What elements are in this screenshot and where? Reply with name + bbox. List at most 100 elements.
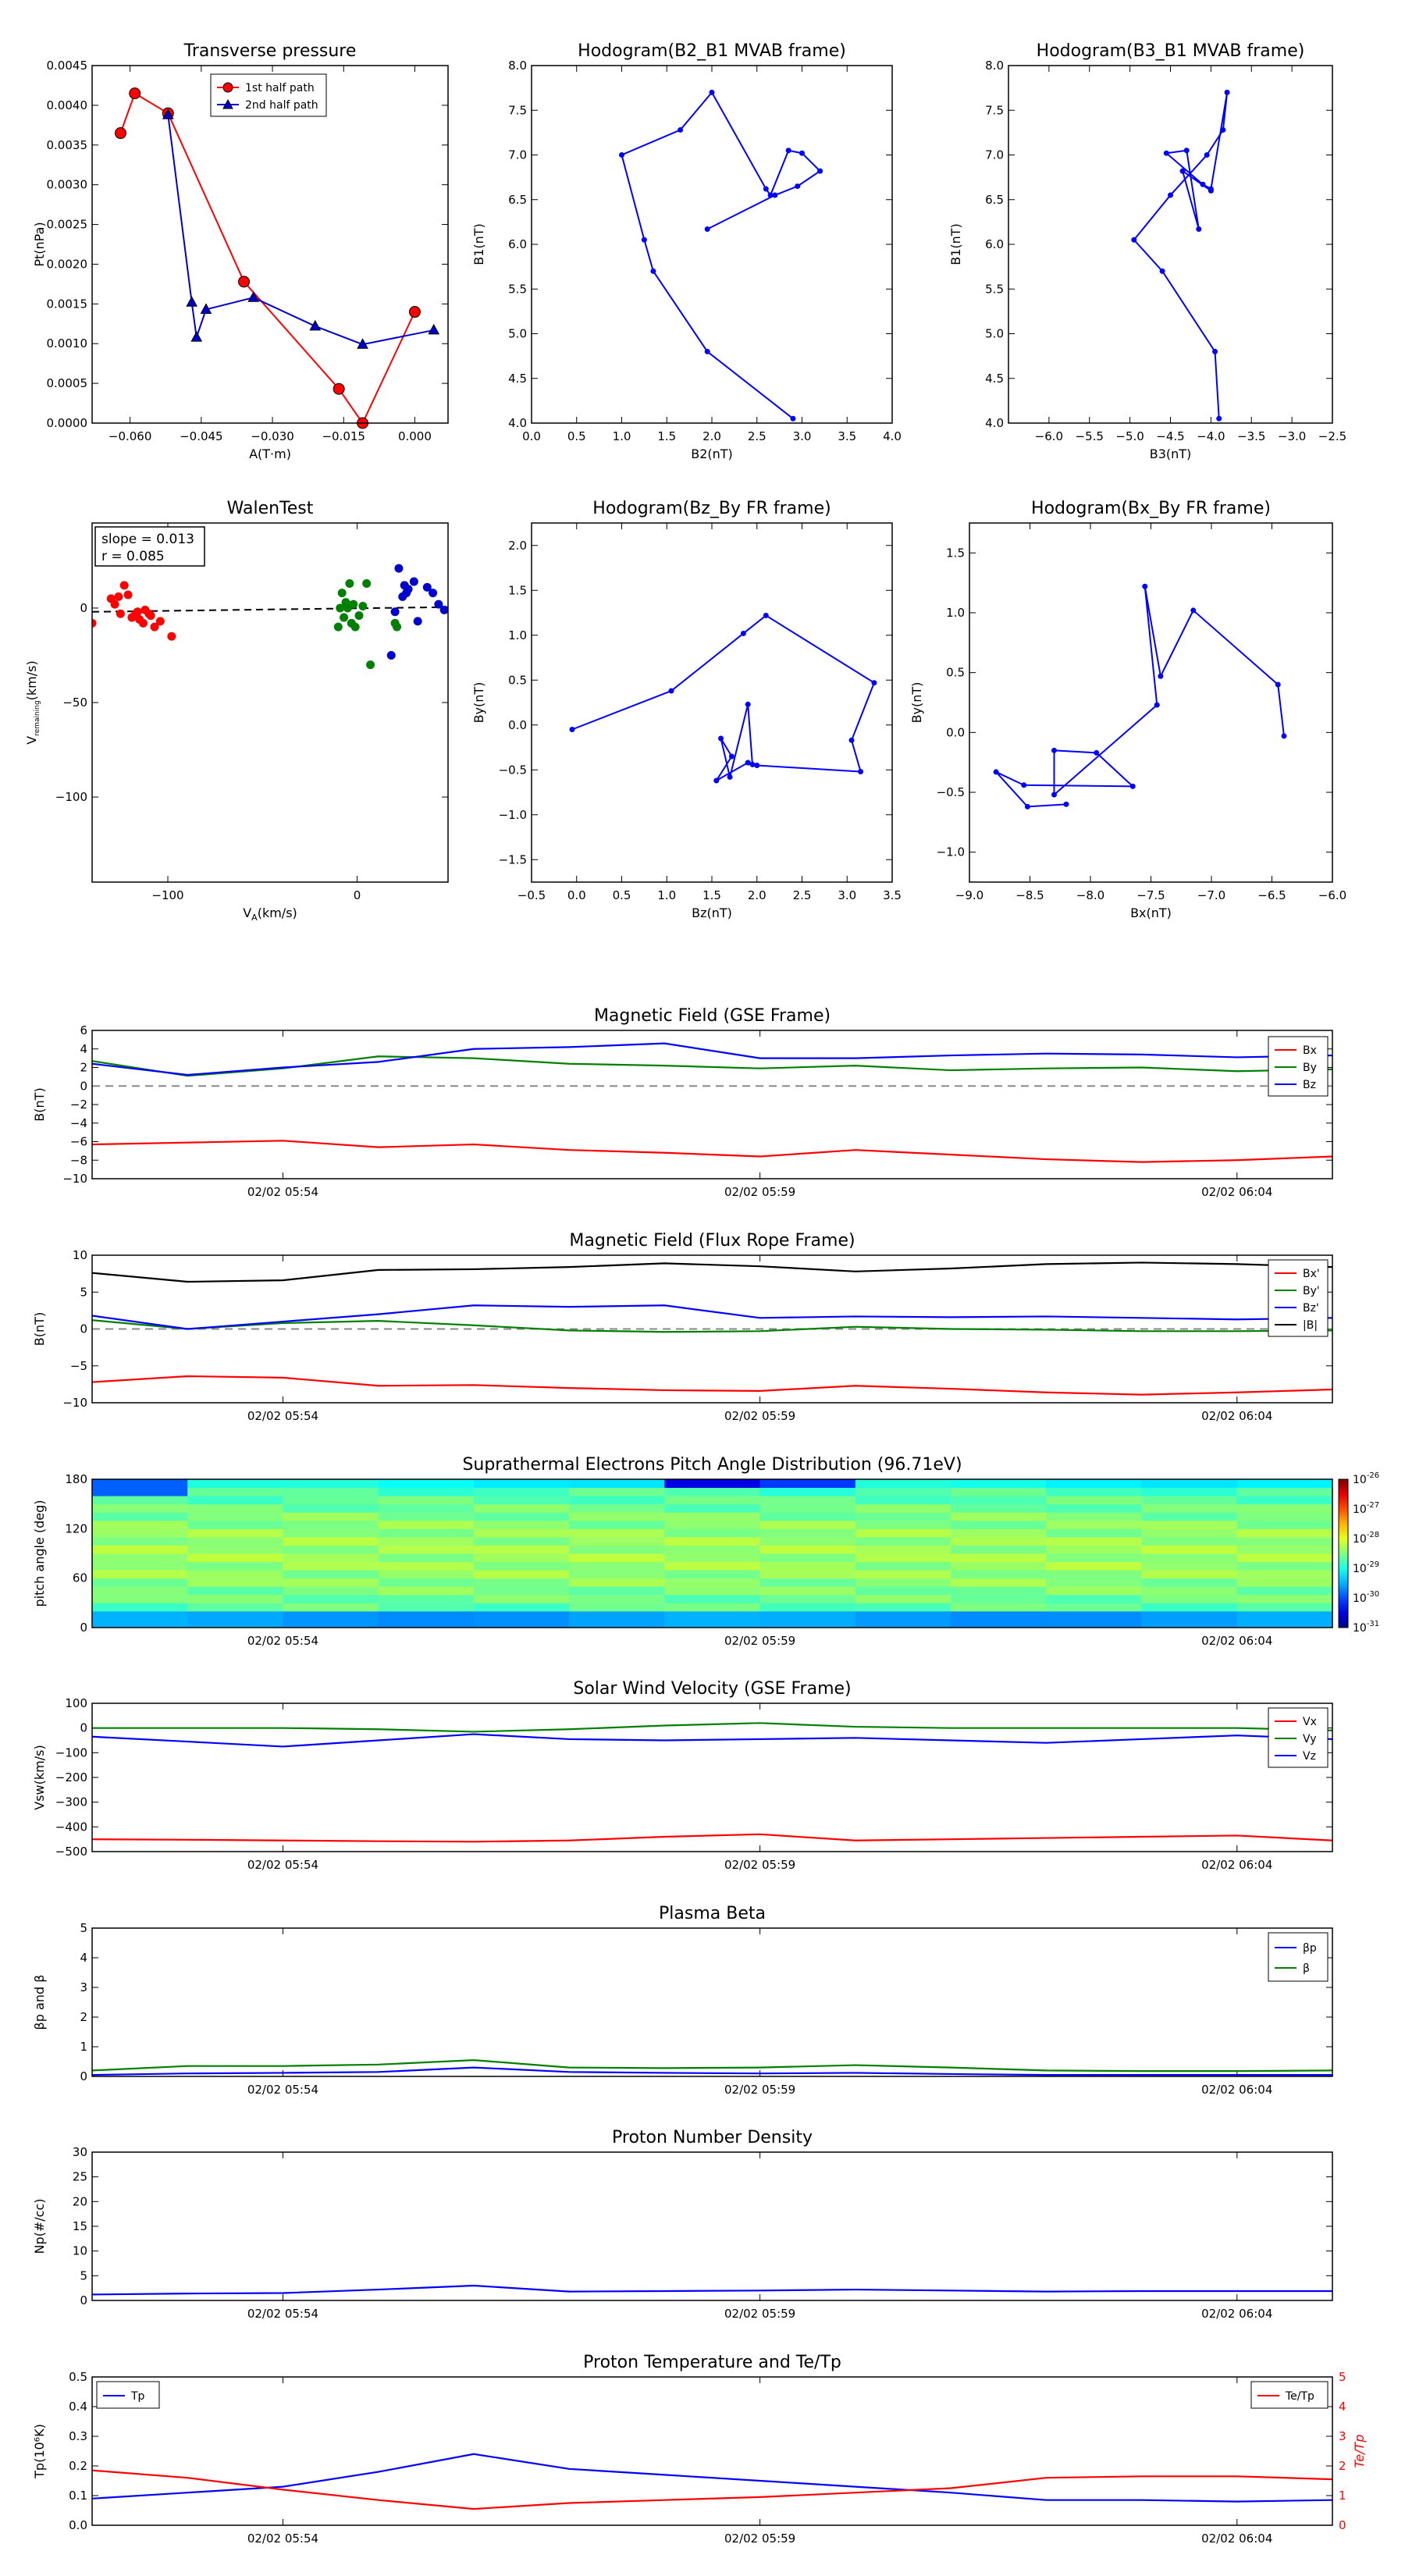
y-tick-label: 2 (80, 1061, 87, 1075)
tp-point (186, 296, 198, 307)
h2-chart: Hodogram(B3_B1 MVAB frame) −6.0 −5.5 −5.0 −4… (948, 41, 1346, 461)
pad-cell (664, 1496, 761, 1505)
pad-cell (92, 1536, 188, 1546)
walen-point (110, 600, 119, 609)
pad-cell (759, 1561, 856, 1571)
legend-label: Bx' (1303, 1268, 1320, 1280)
vsw-series-vz (92, 1733, 1332, 1748)
walen-point (345, 578, 354, 588)
temp-series-te-tp (92, 2469, 1332, 2510)
x-tick-label: −7.0 (1197, 888, 1225, 902)
h2-point (1220, 126, 1226, 133)
h4-point (1063, 801, 1069, 807)
plot-frame (91, 65, 449, 424)
h2-point (1212, 348, 1218, 354)
y-tick-label: 10 (73, 2244, 87, 2258)
pad-cell (951, 1578, 1047, 1587)
x-tick-label: −0.5 (518, 888, 546, 902)
y-tick-label: 0.4 (69, 2400, 87, 2414)
y-tick-label: −2 (70, 1098, 87, 1112)
pad-cell (569, 1586, 665, 1596)
pad-cell (92, 1561, 188, 1571)
pad-cell (569, 1536, 665, 1546)
np-title: Proton Number Density (612, 2128, 813, 2147)
y-tick-label: 0.2 (69, 2459, 87, 2473)
pad-cell (759, 1545, 856, 1554)
y-tick-label: −1.5 (499, 852, 527, 866)
h1-point (678, 126, 684, 133)
pad-cell (855, 1536, 951, 1546)
pad-cell (1046, 1603, 1143, 1612)
x-tick-label: 02/02 06:04 (1201, 1858, 1272, 1872)
pad-cell (664, 1578, 761, 1587)
y-tick-label: −100 (55, 790, 87, 804)
h2-point (1224, 89, 1230, 95)
pad-cell (1046, 1570, 1143, 1579)
y-tick-label: 6 (80, 1023, 87, 1037)
h3-series-series-0 (571, 614, 876, 781)
y-tick-label: 0.0015 (47, 297, 88, 311)
mffr-series-bx- (92, 1375, 1332, 1396)
pad-cell (1236, 1578, 1332, 1587)
y-tick-label: 1.5 (508, 583, 527, 597)
tp-point (408, 306, 421, 318)
h3-point (754, 763, 760, 768)
x-tick-label: 2.5 (748, 429, 767, 443)
tp-point (238, 276, 251, 288)
beta-title: Plasma Beta (659, 1904, 766, 1923)
x-tick-label: 3.0 (838, 888, 856, 902)
pad-cell (378, 1512, 475, 1521)
pad-cell (187, 1503, 283, 1513)
pad-cell (1141, 1496, 1238, 1505)
pad-cell (1236, 1570, 1332, 1579)
y-tick-label: 0.5 (946, 666, 965, 680)
y-tick-label: 0 (80, 1322, 87, 1336)
pad-cell (187, 1528, 283, 1538)
x-tick-label: 02/02 05:54 (247, 2083, 318, 2097)
x-tick-label: 2.0 (748, 888, 767, 902)
y-tick-label: −1.0 (937, 845, 965, 859)
pad-cell (664, 1520, 761, 1529)
h2-series-series-0 (1133, 92, 1229, 419)
y-tick-label: 7.0 (985, 148, 1004, 162)
pad-y-label: pitch angle (deg) (32, 1500, 47, 1606)
pad-cell (378, 1487, 475, 1496)
legend-label: |B| (1303, 1319, 1318, 1332)
pad-cell (951, 1610, 1047, 1620)
walen-point (167, 632, 176, 641)
pad-cell (473, 1496, 570, 1505)
pad-cell (664, 1512, 761, 1521)
y-tick-label: 0 (80, 1621, 87, 1635)
vsw-series-vy (92, 1722, 1332, 1733)
pad-cell (951, 1586, 1047, 1596)
y-tick-label: 4 (80, 1042, 87, 1056)
pad-cell (1236, 1586, 1332, 1596)
y-tick-label: 0.5 (508, 673, 527, 687)
pad-cell (473, 1586, 570, 1596)
colorbar-tick-label: 10-30 (1353, 1590, 1379, 1605)
pad-cell (759, 1496, 856, 1505)
pad-cell (855, 1603, 951, 1612)
mffr-series-bz- (92, 1304, 1332, 1330)
x-tick-label: −2.5 (1318, 429, 1346, 443)
x-tick-label: 0.0 (567, 888, 586, 902)
y-right-tick-label: 2 (1339, 2459, 1346, 2473)
pad-cell (1141, 1570, 1238, 1579)
tp-point (190, 331, 203, 342)
walen-point (362, 578, 372, 588)
pad-cell (1236, 1619, 1332, 1628)
pad-cell (1141, 1503, 1238, 1513)
legend-label: βp (1303, 1942, 1317, 1955)
pad-cell (187, 1586, 283, 1596)
tp-point (357, 338, 368, 349)
pad-cell (569, 1545, 665, 1554)
h1-point (790, 415, 796, 422)
legend-label: Bx (1303, 1044, 1317, 1057)
pad-cell (187, 1610, 283, 1620)
y-tick-label: 15 (73, 2219, 87, 2233)
temp-chart: Proton Temperature and Te/Tp 02/02 05:54 0… (32, 2353, 1367, 2546)
x-tick-label: 02/02 06:04 (1201, 1634, 1272, 1648)
y-tick-label: 5 (80, 2268, 87, 2282)
h4-point (1281, 733, 1287, 739)
pad-cell (378, 1586, 475, 1596)
